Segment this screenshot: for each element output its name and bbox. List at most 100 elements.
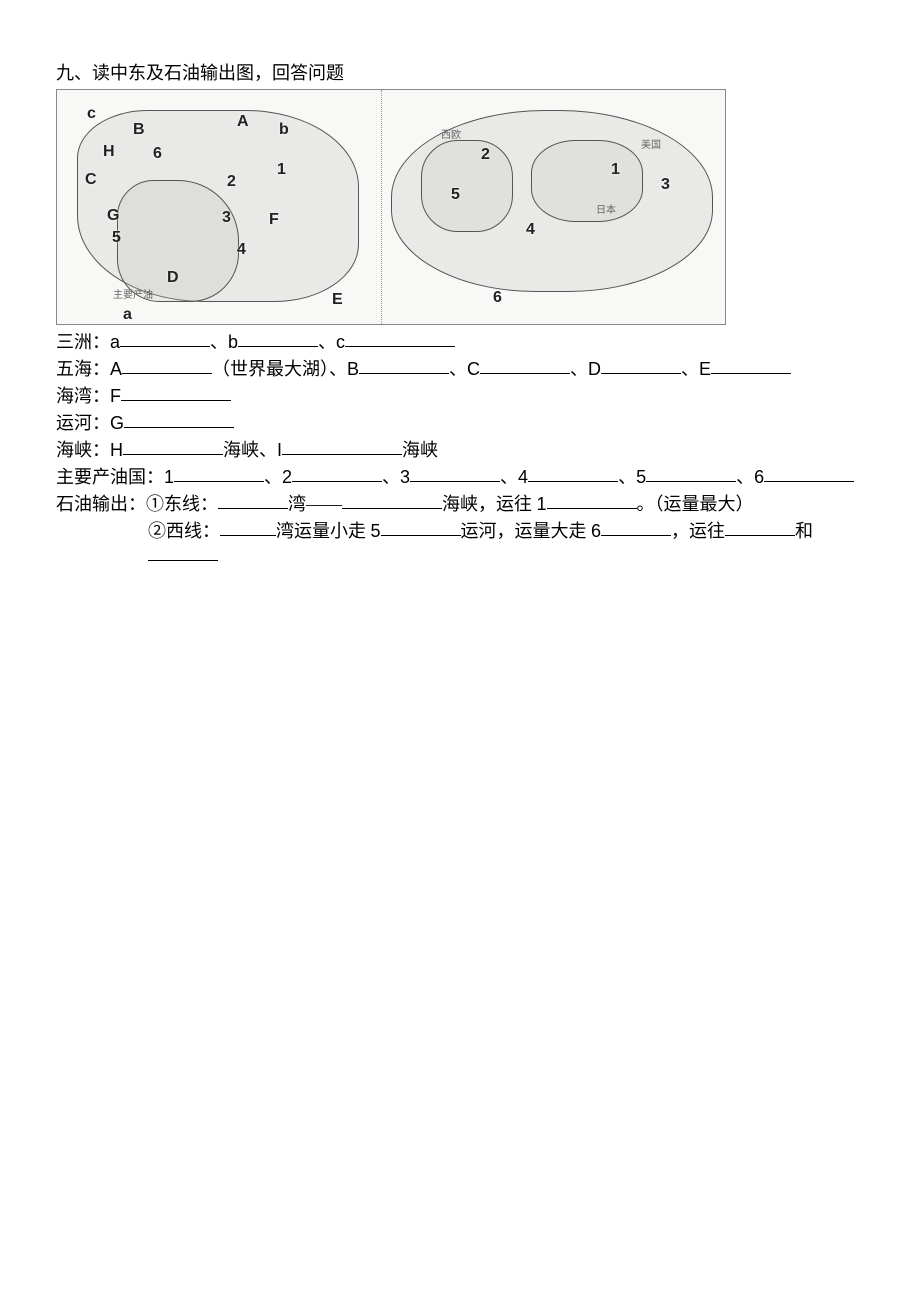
- num-1: 1: [164, 467, 174, 487]
- blank-F[interactable]: [121, 382, 231, 401]
- west-canal: 运河，运量大走: [461, 521, 587, 541]
- blank-I[interactable]: [282, 436, 402, 455]
- map-left-panel: c B A b H 6 C 2 1 G 5 3 F 4 D E a 主要产油: [57, 90, 381, 324]
- letter-B2: B: [347, 359, 359, 379]
- map-label-b-lower: b: [279, 120, 289, 140]
- map-label-2: 2: [227, 172, 236, 192]
- blank-A[interactable]: [122, 355, 212, 374]
- map-label-G: G: [107, 206, 119, 226]
- map-label-3: 3: [222, 208, 231, 228]
- row-export-west: ②西线：湾运量小走 5运河，运量大走 6，运往和: [56, 518, 864, 568]
- blank-p4[interactable]: [528, 463, 618, 482]
- row-seas: 五海：A（世界最大湖）、B、C、D、E: [56, 356, 864, 381]
- map-label-c-lower2: c: [87, 104, 96, 124]
- blank-westbay[interactable]: [220, 517, 276, 536]
- row-canal: 运河：G: [56, 410, 864, 435]
- blank-E[interactable]: [711, 355, 791, 374]
- map-label-F: F: [269, 210, 279, 230]
- letter-E2: E: [699, 359, 711, 379]
- map-label-E: E: [332, 290, 343, 310]
- sep-p23: 、: [382, 467, 400, 487]
- blank-C[interactable]: [480, 355, 570, 374]
- letter-C2: C: [467, 359, 480, 379]
- blank-p2[interactable]: [292, 463, 382, 482]
- blank-eastbay[interactable]: [218, 490, 288, 509]
- num-4: 4: [518, 467, 528, 487]
- row-export-east: 石油输出：①东线： 湾—— 海峡，运往 1 。（运量最大）: [56, 491, 864, 516]
- sep-p34: 、: [500, 467, 518, 487]
- map-label-a-lower: a: [123, 305, 132, 325]
- letter-D2: D: [588, 359, 601, 379]
- row-producers: 主要产油国：1、2、3、4、5、6: [56, 464, 864, 489]
- east-tail: 。（运量最大）: [637, 494, 754, 514]
- map-r-5: 5: [451, 185, 460, 205]
- east-strait: 海峡，运往: [442, 494, 532, 514]
- west-lead: ②西线：: [148, 521, 220, 541]
- blank-B[interactable]: [359, 355, 449, 374]
- map-r-2: 2: [481, 145, 490, 165]
- sep-CD: 、: [570, 359, 588, 379]
- map-cn-left1: 主要产油: [113, 290, 153, 303]
- blank-p6[interactable]: [764, 463, 854, 482]
- map-r-6: 6: [493, 288, 502, 308]
- letter-G2: G: [110, 413, 124, 433]
- blank-west6[interactable]: [601, 517, 671, 536]
- east-lead: ①东线：: [146, 494, 218, 514]
- sep-ab: 、: [210, 332, 228, 352]
- blank-west5[interactable]: [381, 517, 461, 536]
- blank-G[interactable]: [124, 409, 234, 428]
- west-n5: 5: [371, 521, 381, 541]
- blank-H[interactable]: [123, 436, 223, 455]
- blank-a[interactable]: [120, 328, 210, 347]
- map-label-5: 5: [112, 228, 121, 248]
- west-and: 和: [795, 521, 813, 541]
- label-continents: 三洲：: [56, 332, 110, 352]
- question-title: 九、读中东及石油输出图，回答问题: [56, 62, 864, 85]
- sep-p45: 、: [618, 467, 636, 487]
- blank-east1[interactable]: [547, 490, 637, 509]
- map-r-1: 1: [611, 160, 620, 180]
- map-cn-r-eu: 西欧: [441, 130, 461, 143]
- blank-westto1[interactable]: [725, 517, 795, 536]
- label-export: 石油输出：: [56, 494, 146, 514]
- blank-westto2[interactable]: [148, 542, 218, 561]
- sep-BC: 、: [449, 359, 467, 379]
- map-r-4: 4: [526, 220, 535, 240]
- strait-word1: 海峡、: [223, 440, 277, 460]
- note-lake: （世界最大湖）、: [212, 359, 347, 379]
- east-bay: 湾——: [288, 494, 342, 514]
- label-producers: 主要产油国：: [56, 467, 164, 487]
- map-label-1: 1: [277, 160, 286, 180]
- letter-b: b: [228, 332, 238, 352]
- letter-F2: F: [110, 386, 121, 406]
- east-n1: 1: [537, 494, 547, 514]
- label-gulf: 海湾：: [56, 386, 110, 406]
- row-gulf: 海湾：F: [56, 383, 864, 408]
- map-right-panel: 2 1 3 5 4 6 西欧 美国 日本: [381, 90, 725, 324]
- sep-bc: 、: [318, 332, 336, 352]
- num-6: 6: [754, 467, 764, 487]
- blank-c[interactable]: [345, 328, 455, 347]
- blank-eaststrait[interactable]: [342, 490, 442, 509]
- map-label-C: C: [85, 170, 97, 190]
- num-2: 2: [282, 467, 292, 487]
- blank-b[interactable]: [238, 328, 318, 347]
- row-strait: 海峡：H海峡、I海峡: [56, 437, 864, 462]
- map-label-H: H: [103, 142, 115, 162]
- letter-c: c: [336, 332, 345, 352]
- west-bay: 湾运量小走: [276, 521, 366, 541]
- blank-p1[interactable]: [174, 463, 264, 482]
- letter-H2: H: [110, 440, 123, 460]
- map-label-D: D: [167, 268, 179, 288]
- sep-p56: 、: [736, 467, 754, 487]
- blank-D[interactable]: [601, 355, 681, 374]
- num-5: 5: [636, 467, 646, 487]
- sep-DE: 、: [681, 359, 699, 379]
- strait-tail: 海峡: [402, 440, 438, 460]
- map-cn-r-us: 美国: [641, 140, 661, 153]
- map-label-B: B: [133, 120, 145, 140]
- blank-p5[interactable]: [646, 463, 736, 482]
- label-strait: 海峡：: [56, 440, 110, 460]
- blank-p3[interactable]: [410, 463, 500, 482]
- letter-A: A: [110, 359, 122, 379]
